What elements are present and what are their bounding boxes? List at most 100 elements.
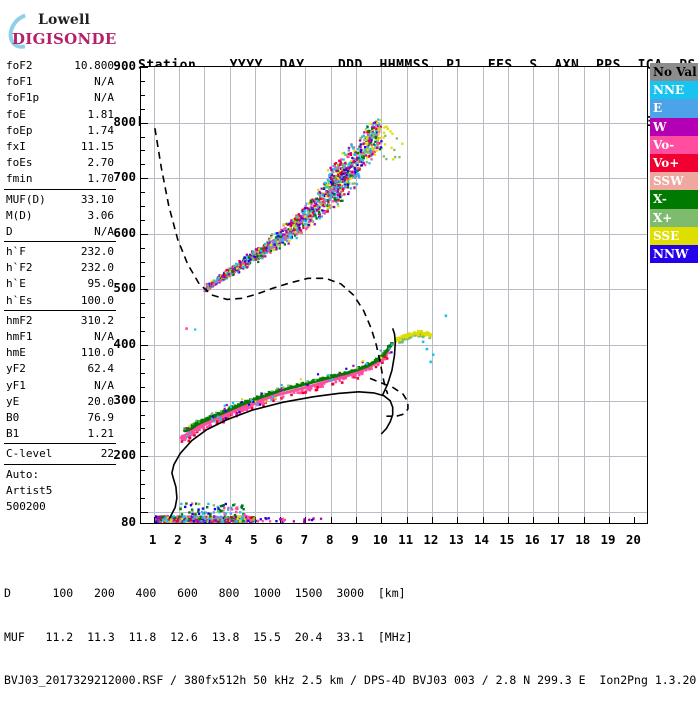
param-key: C-level bbox=[6, 447, 53, 461]
y-axis-tick bbox=[141, 442, 145, 443]
param-key: yF1 bbox=[6, 378, 26, 392]
param-footer-text: 500200 bbox=[6, 499, 46, 513]
y-axis-tick bbox=[141, 387, 145, 388]
param-value: 11.15 bbox=[80, 139, 114, 153]
legend-item-noval[interactable]: No Val bbox=[650, 63, 698, 82]
param-row-yf1: yF1 N/A bbox=[4, 378, 116, 394]
param-footer-text: Auto: bbox=[6, 467, 40, 481]
y-axis-tick bbox=[141, 498, 145, 499]
y-axis-tick-label: 700 bbox=[113, 169, 136, 185]
param-row-fmin: fmin 1.70 bbox=[4, 171, 116, 187]
horizontal-gridline bbox=[141, 456, 647, 457]
y-axis-tick bbox=[141, 345, 148, 346]
legend-item-nne[interactable]: NNE bbox=[650, 81, 698, 100]
y-axis-tick bbox=[141, 415, 145, 416]
param-footer-line-0: Auto: bbox=[4, 467, 116, 483]
y-axis-tick-label: 800 bbox=[113, 113, 136, 129]
vertical-gridline bbox=[407, 67, 408, 523]
x-axis-tick-label: 13 bbox=[448, 532, 464, 547]
x-axis-tick bbox=[634, 517, 635, 523]
x-axis-labels: 1 2 3 4 5 6 7 8 9 10 11 12 13 14 15 16 17 18 19 20 bbox=[140, 530, 648, 550]
param-key: foEp bbox=[6, 123, 33, 137]
param-row-mufd: MUF(D) 33.10 bbox=[4, 192, 116, 208]
param-key: D bbox=[6, 224, 13, 238]
param-value: 62.4 bbox=[87, 362, 115, 376]
param-row-md: M(D) 3.06 bbox=[4, 208, 116, 224]
legend-item-w[interactable]: W bbox=[650, 117, 698, 136]
footer-row-file: BVJ03_2017329212000.RSF / 380fx512h 50 k… bbox=[4, 673, 697, 687]
legend-item-vo-[interactable]: Vo- bbox=[650, 135, 698, 154]
param-value: 232.0 bbox=[80, 261, 114, 275]
ionospheric-parameters-panel: foF2 10.800 foF1 N/A foF1p N/A foE 1.81 foEp 1.74… bbox=[4, 58, 116, 515]
param-row-fof1: foF1 N/A bbox=[4, 74, 116, 90]
x-axis-tick bbox=[432, 517, 433, 523]
legend-item-nnw[interactable]: NNW bbox=[650, 244, 698, 264]
param-key: foF1 bbox=[6, 75, 33, 89]
footer-row-muf: MUF 11.2 11.3 11.8 12.6 13.8 15.5 20.4 3… bbox=[4, 629, 413, 644]
x-axis-tick-label: 8 bbox=[325, 532, 334, 547]
param-row-b1: B1 1.21 bbox=[4, 426, 116, 442]
horizontal-gridline bbox=[141, 123, 647, 124]
param-footer-text: Artist5 bbox=[6, 483, 53, 497]
y-axis-tick bbox=[141, 220, 145, 221]
param-row-foe: foE 1.81 bbox=[4, 107, 116, 123]
param-divider bbox=[4, 443, 116, 445]
y-axis-tick bbox=[141, 359, 145, 360]
ionogram-plot-area[interactable] bbox=[140, 66, 648, 524]
param-divider bbox=[4, 188, 116, 190]
x-axis-tick bbox=[508, 517, 509, 523]
param-row-b0: B0 76.9 bbox=[4, 410, 116, 426]
y-axis-tick bbox=[141, 164, 145, 165]
x-axis-tick-label: 12 bbox=[423, 532, 439, 547]
y-axis-tick bbox=[141, 234, 148, 235]
param-value: N/A bbox=[94, 91, 114, 105]
vertical-gridline bbox=[305, 67, 306, 523]
param-value: 100.0 bbox=[80, 293, 114, 307]
param-row-he: h`E 95.0 bbox=[4, 276, 116, 292]
param-row-d: D N/A bbox=[4, 224, 116, 240]
lowell-digisonde-logo: Lowell DIGISONDE bbox=[1, 6, 128, 56]
x-axis-tick bbox=[407, 517, 408, 523]
param-key: hmF1 bbox=[6, 330, 33, 343]
vertical-gridline bbox=[508, 67, 509, 523]
param-value: 232.0 bbox=[80, 245, 114, 259]
param-row-fof2: foF2 10.800 bbox=[4, 58, 116, 74]
legend-item-e[interactable]: E bbox=[650, 99, 698, 118]
legend-item-x+[interactable]: X+ bbox=[650, 208, 698, 227]
vertical-gridline bbox=[457, 67, 458, 523]
y-axis-tick bbox=[141, 192, 145, 193]
x-axis-tick-label: 11 bbox=[398, 532, 414, 547]
param-row-yf2: yF2 62.4 bbox=[4, 361, 116, 377]
param-key: h`Es bbox=[6, 293, 33, 307]
y-axis-tick-label: 500 bbox=[113, 280, 136, 296]
param-footer-line-1: Artist5 bbox=[4, 483, 116, 499]
x-axis-tick bbox=[483, 517, 484, 523]
legend-item-vo+[interactable]: Vo+ bbox=[650, 153, 698, 173]
param-value: 76.9 bbox=[87, 410, 115, 424]
vertical-gridline bbox=[154, 67, 155, 523]
horizontal-gridline bbox=[141, 234, 647, 235]
y-axis-tick bbox=[141, 317, 145, 318]
param-key: hmF2 bbox=[6, 313, 33, 327]
legend-item-ssw[interactable]: SSW bbox=[650, 172, 698, 191]
param-row-hme: hmE 110.0 bbox=[4, 345, 116, 361]
param-divider bbox=[4, 309, 116, 311]
horizontal-gridline bbox=[141, 289, 647, 290]
y-axis-tick bbox=[141, 470, 145, 471]
y-axis-tick bbox=[141, 401, 148, 402]
param-key: fmin bbox=[6, 172, 33, 186]
x-axis-tick-label: 19 bbox=[600, 532, 616, 547]
legend-item-x-[interactable]: X- bbox=[650, 190, 698, 209]
x-axis-tick-label: 18 bbox=[575, 532, 591, 547]
legend-item-sse[interactable]: SSE bbox=[650, 226, 698, 245]
vertical-gridline bbox=[280, 67, 281, 523]
vertical-gridline bbox=[558, 67, 559, 523]
vertical-gridline bbox=[381, 67, 382, 523]
x-axis-tick bbox=[457, 517, 458, 523]
param-value: 33.10 bbox=[80, 192, 114, 206]
param-value: N/A bbox=[94, 378, 114, 392]
param-row-ye: yE 20.0 bbox=[4, 394, 116, 410]
x-axis-tick-label: 3 bbox=[199, 532, 208, 547]
y-axis-tick bbox=[141, 303, 145, 304]
polarization-direction-legend: No Val NNE E W Vo- Vo+ SSW X- X+ SSE NNW bbox=[650, 63, 698, 264]
